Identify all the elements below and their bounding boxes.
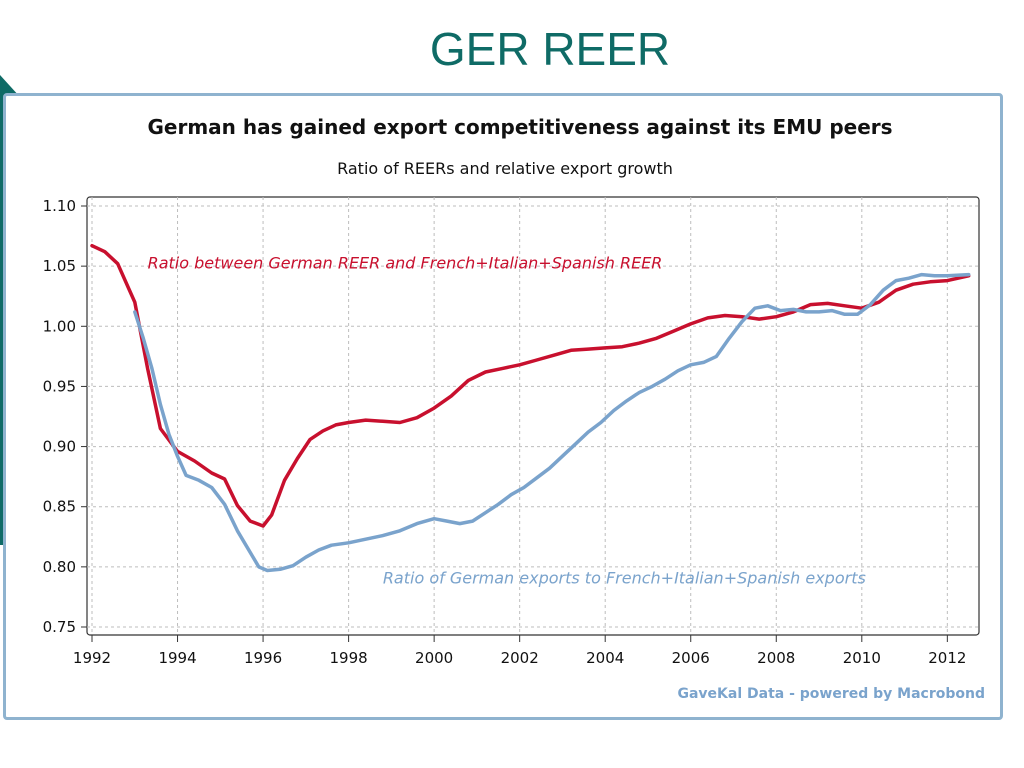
source-credit: GaveKal Data - powered by Macrobond	[677, 686, 985, 702]
series-line-2	[133, 272, 971, 573]
series-annotation-1: Ratio between German REER and French+Ita…	[148, 254, 663, 273]
tick-layer: 0.75 0.80 0.85 0.90 0.95 1.00 1.05 1.10 1992 1994…	[43, 197, 967, 667]
chart-subtitle: Ratio of REERs and relative export growt…	[337, 159, 673, 178]
y-tick-label: 0.85	[43, 498, 76, 516]
series-line-1	[90, 243, 971, 528]
y-tick-label: 0.80	[43, 558, 76, 576]
annotation-layer: Ratio between German REER and French+Ita…	[148, 254, 866, 588]
series-layer	[90, 243, 971, 573]
chart-svg: German has gained export competitiveness…	[43, 115, 985, 702]
series-annotation-2: Ratio of German exports to French+Italia…	[383, 569, 866, 588]
x-tick-label: 2008	[757, 649, 795, 667]
chart-frame: German has gained export competitiveness…	[3, 93, 1003, 720]
y-tick-label: 1.10	[43, 197, 76, 215]
x-tick-label: 2012	[928, 649, 966, 667]
x-tick-label: 2006	[672, 649, 710, 667]
x-tick-label: 2010	[843, 649, 881, 667]
x-tick-label: 1992	[73, 649, 111, 667]
y-tick-label: 0.75	[43, 618, 76, 636]
y-tick-label: 0.95	[43, 377, 76, 395]
chart-title: German has gained export competitiveness…	[147, 115, 892, 139]
x-tick-label: 2004	[586, 649, 624, 667]
x-tick-label: 2000	[415, 649, 453, 667]
y-tick-label: 1.05	[43, 257, 76, 275]
y-tick-label: 0.90	[43, 438, 76, 456]
grid-layer	[87, 197, 979, 635]
x-tick-label: 1994	[158, 649, 196, 667]
x-tick-label: 1996	[244, 649, 282, 667]
x-tick-label: 2002	[501, 649, 539, 667]
slide-title: GER REER	[429, 23, 671, 75]
x-tick-label: 1998	[330, 649, 368, 667]
y-tick-label: 1.00	[43, 317, 76, 335]
